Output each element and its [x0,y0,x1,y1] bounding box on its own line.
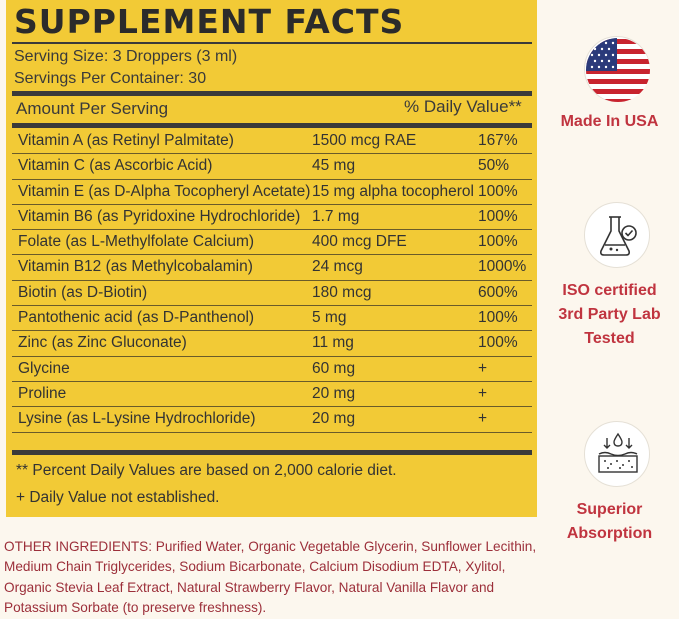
us-flag-icon [586,38,650,102]
amount-per-serving-header: Amount Per Serving [16,99,169,118]
lab-badge [584,202,650,268]
nutrient-row: Vitamin A (as Retinyl Palmitate) 1500 mcg… [12,129,532,155]
nutrient-daily-value: 100% [478,182,518,200]
nutrient-row: Zinc (as Zinc Gluconate) 11 mg 100% [12,331,532,357]
nutrient-amount: 1500 mcg RAE [312,132,417,149]
nutrient-table: Vitamin A (as Retinyl Palmitate) 1500 mcg… [12,129,532,433]
nutrient-amount: 15 mg alpha tocopherol [312,182,475,200]
nutrient-daily-value: + [478,359,488,377]
nutrient-row: Pantothenic acid (as D-Panthenol) 5 mg 100… [12,306,532,332]
absorption-label-line2: Absorption [566,525,653,542]
nutrient-row: Folate (as L-Methylfolate Calcium) 400 mc… [12,230,532,256]
divider [12,42,532,44]
nutrient-row: Biotin (as D-Biotin) 180 mcg 600% [12,281,532,307]
nutrient-amount: 1.7 mg [312,207,360,225]
footnote-not-established: + Daily Value not established. [16,489,220,506]
lab-label-line1: ISO certified [562,282,657,299]
nutrient-name: Vitamin B6 (as Pyridoxine Hydrochloride) [18,207,301,225]
servings-per-container: Servings Per Container: 30 [14,70,207,87]
nutrient-row: Glycine 60 mg + [12,357,532,382]
panel-title: SUPPLEMENT FACTS [14,2,405,41]
nutrient-daily-value: 1000% [478,258,527,276]
nutrient-amount: 11 mg [312,334,354,352]
divider-thick [12,450,532,455]
skin-absorption-icon [598,432,638,473]
us-flag-badge [584,36,650,102]
nutrient-name: Vitamin C (as Ascorbic Acid) [18,157,213,175]
nutrient-name: Vitamin E (as D-Alpha Tocopheryl Acetate… [18,182,311,200]
nutrient-row: Vitamin B6 (as Pyridoxine Hydrochloride)… [12,205,532,231]
nutrient-daily-value: 600% [478,283,518,301]
serving-size: Serving Size: 3 Droppers (3 ml) [14,48,238,65]
nutrient-row: Proline 20 mg + [12,382,532,408]
divider-thick [12,123,532,128]
nutrient-name: Pantothenic acid (as D-Panthenol) [18,309,255,327]
nutrient-daily-value: 100% [478,233,518,251]
footnote-percent-dv: ** Percent Daily Values are based on 2,0… [16,462,397,479]
nutrient-daily-value: 167% [478,132,518,149]
nutrient-name: Zinc (as Zinc Gluconate) [18,334,187,352]
lab-label-line2: 3rd Party Lab [558,306,661,323]
supplement-facts-panel: SUPPLEMENT FACTS Serving Size: 3 Dropper… [6,0,537,517]
lab-label-line3: Tested [584,330,635,347]
nutrient-row: Vitamin E (as D-Alpha Tocopheryl Acetate… [12,180,532,205]
nutrient-row: Vitamin C (as Ascorbic Acid) 45 mg 50% [12,154,532,180]
nutrient-amount: 400 mcg DFE [312,233,407,251]
nutrient-amount: 24 mcg [312,258,363,276]
nutrient-name: Lysine (as L-Lysine Hydrochloride) [18,410,256,428]
nutrient-daily-value: 100% [478,207,518,225]
divider-thick [12,91,532,96]
nutrient-amount: 180 mcg [312,283,372,301]
absorption-label-line1: Superior [576,501,643,518]
nutrient-daily-value: + [478,410,488,428]
lab-flask-icon [600,216,637,256]
daily-value-header: % Daily Value** [404,97,522,116]
other-ingredients: OTHER INGREDIENTS: Purified Water, Organ… [4,539,537,615]
made-in-usa-label: Made In USA [560,113,659,130]
nutrient-name: Proline [18,384,67,402]
nutrient-amount: 45 mg [312,157,356,175]
nutrient-name: Biotin (as D-Biotin) [18,283,148,301]
nutrient-amount: 20 mg [312,384,356,402]
nutrient-daily-value: 50% [478,157,510,175]
nutrient-name: Vitamin B12 (as Methylcobalamin) [18,258,253,276]
nutrient-daily-value: 100% [478,309,518,327]
nutrient-row: Vitamin B12 (as Methylcobalamin) 24 mcg 10… [12,255,532,281]
nutrient-amount: 20 mg [312,410,356,428]
nutrient-daily-value: 100% [478,334,518,352]
nutrient-name: Vitamin A (as Retinyl Palmitate) [18,132,234,149]
nutrient-daily-value: + [478,384,488,402]
nutrient-name: Glycine [18,359,70,377]
nutrient-amount: 60 mg [312,359,356,377]
absorption-badge [584,421,650,487]
nutrient-name: Folate (as L-Methylfolate Calcium) [18,233,255,251]
nutrient-row: Lysine (as L-Lysine Hydrochloride) 20 mg + [12,407,532,433]
nutrient-amount: 5 mg [312,309,347,327]
